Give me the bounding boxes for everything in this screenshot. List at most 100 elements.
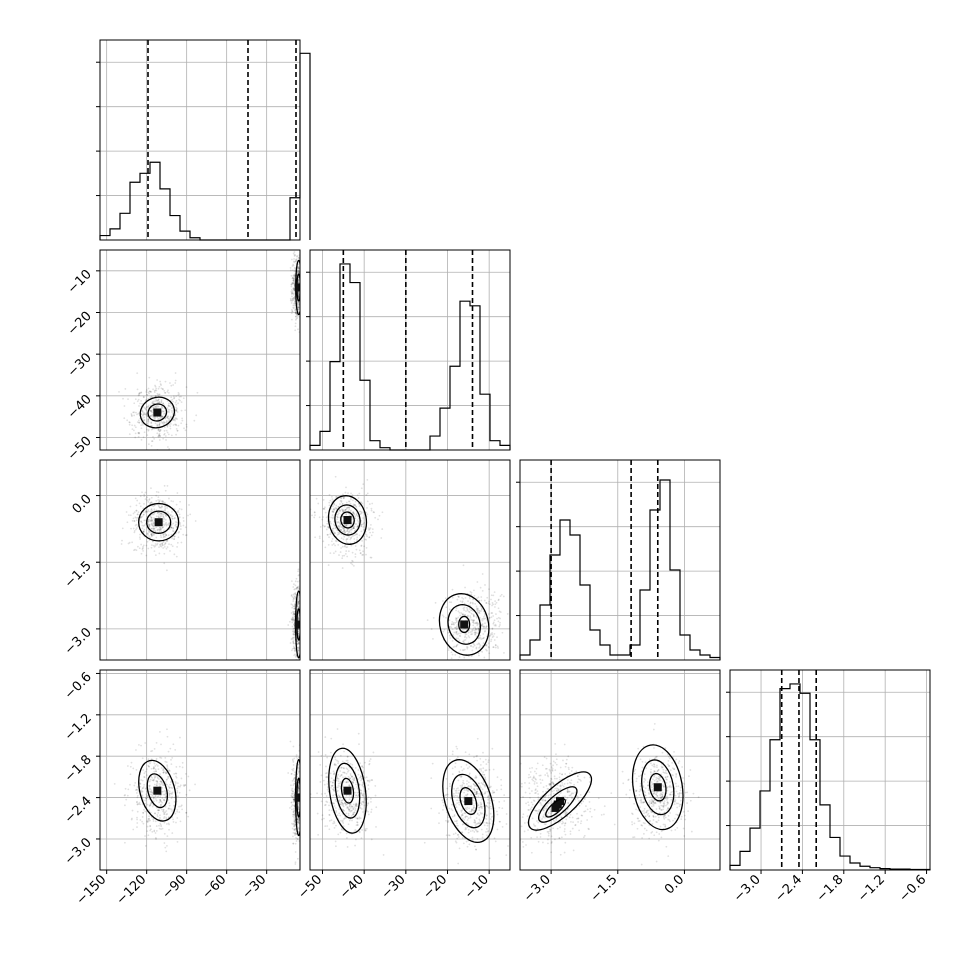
- sample-point: [142, 811, 145, 814]
- sample-point: [475, 848, 477, 851]
- sample-point: [484, 777, 487, 780]
- sample-point: [164, 513, 167, 516]
- sample-point: [333, 789, 336, 792]
- sample-point: [152, 779, 155, 782]
- sample-point: [153, 529, 155, 532]
- sample-point: [300, 313, 302, 315]
- sample-point: [173, 800, 176, 803]
- sample-point: [296, 604, 299, 607]
- sample-point: [342, 497, 345, 500]
- sample-point: [374, 794, 377, 797]
- sample-point: [351, 535, 353, 537]
- sample-point: [363, 777, 366, 779]
- sample-point: [480, 828, 483, 831]
- sample-point: [343, 767, 345, 770]
- sample-point: [152, 388, 154, 391]
- sample-point: [161, 801, 164, 804]
- sample-point: [483, 625, 485, 628]
- sample-point: [301, 790, 303, 792]
- sample-point: [130, 761, 133, 764]
- sample-point: [374, 516, 377, 519]
- sample-point: [292, 593, 295, 596]
- sample-point: [355, 794, 357, 797]
- sample-point: [295, 312, 297, 314]
- sample-point: [157, 429, 160, 432]
- sample-point: [301, 285, 303, 287]
- sample-point: [291, 796, 294, 799]
- sample-point: [293, 266, 296, 269]
- sample-point: [442, 615, 445, 618]
- sample-point: [346, 806, 349, 808]
- sample-point: [300, 257, 302, 259]
- sample-point: [352, 527, 355, 530]
- sample-point: [161, 787, 164, 789]
- sample-point: [159, 514, 162, 517]
- sample-point: [348, 535, 350, 538]
- sample-point: [177, 391, 180, 394]
- sample-point: [498, 820, 501, 823]
- sample-point: [334, 475, 337, 478]
- sample-point: [139, 782, 142, 785]
- sample-point: [352, 527, 355, 529]
- sample-point: [156, 780, 158, 783]
- sample-point: [359, 552, 362, 555]
- sample-point: [484, 778, 487, 781]
- sample-point: [168, 423, 170, 426]
- sample-point: [142, 769, 145, 771]
- sample-point: [143, 808, 145, 811]
- sample-point: [485, 644, 488, 647]
- sample-point: [360, 511, 363, 514]
- sample-point: [293, 300, 296, 303]
- sample-point: [303, 280, 305, 282]
- sample-point: [133, 414, 136, 417]
- sample-point: [297, 269, 300, 272]
- sample-point: [158, 552, 161, 555]
- sample-point: [453, 787, 455, 790]
- sample-point: [469, 615, 472, 617]
- sample-point: [292, 619, 295, 622]
- sample-point: [455, 607, 458, 610]
- sample-point: [492, 621, 495, 624]
- sample-point: [136, 803, 139, 806]
- sample-point: [518, 761, 520, 763]
- sample-point: [470, 633, 472, 636]
- sample-point: [336, 533, 339, 536]
- sample-point: [149, 502, 152, 505]
- sample-point: [345, 546, 348, 549]
- sample-point: [156, 511, 159, 514]
- sample-point: [135, 528, 137, 531]
- sample-point: [461, 613, 464, 616]
- sample-point: [172, 818, 174, 821]
- sample-point: [331, 510, 334, 512]
- sample-point: [332, 527, 335, 530]
- sample-point: [142, 530, 145, 533]
- sample-point: [162, 771, 165, 774]
- sample-point: [173, 396, 176, 399]
- sample-point: [126, 765, 129, 767]
- sample-point: [467, 831, 470, 834]
- sample-point: [137, 431, 140, 434]
- sample-point: [338, 795, 341, 798]
- sample-point: [343, 554, 346, 557]
- sample-point: [160, 399, 163, 402]
- sample-point: [431, 662, 433, 664]
- sample-point: [292, 263, 294, 266]
- sample-point: [439, 666, 441, 668]
- sample-point: [290, 649, 293, 652]
- sample-point: [290, 784, 292, 787]
- sample-point: [296, 640, 299, 643]
- sample-point: [158, 529, 161, 532]
- sample-point: [298, 667, 300, 669]
- sample-point: [487, 602, 490, 605]
- sample-point: [298, 271, 300, 273]
- sample-point: [141, 411, 144, 413]
- sample-point: [370, 808, 373, 811]
- sample-point: [474, 785, 476, 787]
- sample-point: [324, 511, 327, 514]
- sample-point: [472, 619, 475, 622]
- sample-point: [297, 770, 300, 773]
- sample-point: [344, 776, 346, 779]
- sample-point: [291, 290, 294, 293]
- sample-point: [160, 780, 163, 783]
- sample-point: [326, 526, 329, 528]
